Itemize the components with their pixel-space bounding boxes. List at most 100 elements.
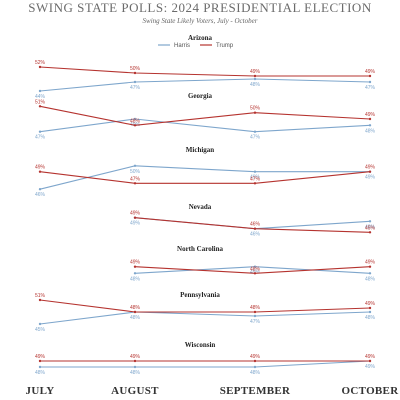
x-tick-september: SEPTEMBER [220, 385, 291, 397]
series-line-pennsylvania-trump [39, 299, 371, 313]
data-label-pennsylvania-trump-september: 48% [250, 305, 261, 311]
data-label-georgia-trump-july: 51% [35, 99, 46, 105]
point-wisconsin-trump-july [38, 359, 42, 363]
data-label-arizona-harris-july: 44% [35, 94, 46, 100]
data-label-nevada-trump-october: 45% [365, 225, 376, 231]
panel-nevada: Nevada 49% 46% 48% 49% 46% 45% [130, 203, 376, 238]
x-tick-july: JULY [26, 385, 55, 397]
data-label-michigan-harris-october: 49% [365, 175, 376, 181]
data-label-arizona-trump-october: 49% [365, 69, 376, 75]
data-label-wisconsin-harris-august: 48% [130, 370, 141, 376]
panel-title-nevada: Nevada [189, 203, 212, 211]
data-label-north-carolina-harris-august: 48% [130, 276, 141, 282]
data-label-michigan-harris-august: 50% [130, 169, 141, 175]
point-arizona-harris-september [253, 77, 257, 81]
point-wisconsin-trump-october [368, 359, 372, 363]
data-label-arizona-harris-september: 48% [250, 82, 261, 88]
panel-title-wisconsin: Wisconsin [185, 341, 216, 349]
point-nevada-harris-october [368, 220, 372, 223]
data-label-wisconsin-trump-september: 49% [250, 354, 261, 360]
point-wisconsin-harris-july [38, 365, 42, 369]
legend-label-harris: Harris [174, 43, 190, 49]
data-label-wisconsin-harris-july: 48% [35, 370, 46, 376]
panel-title-georgia: Georgia [188, 92, 213, 100]
panel-title-arizona: Arizona [188, 34, 213, 42]
point-arizona-harris-october [368, 80, 372, 84]
point-georgia-harris-july [38, 130, 42, 133]
data-label-pennsylvania-trump-august: 48% [130, 305, 141, 311]
point-north-carolina-harris-october [368, 272, 372, 275]
data-label-pennsylvania-trump-july: 51% [35, 293, 46, 299]
data-label-michigan-trump-october: 49% [365, 165, 376, 171]
data-label-wisconsin-harris-october: 49% [365, 364, 376, 370]
data-label-nevada-trump-august: 49% [130, 211, 141, 217]
point-pennsylvania-trump-october [368, 306, 372, 310]
data-label-north-carolina-trump-august: 49% [130, 260, 141, 266]
point-wisconsin-trump-august [133, 359, 137, 363]
point-michigan-trump-september [253, 182, 257, 185]
point-pennsylvania-trump-september [253, 310, 257, 314]
data-label-wisconsin-trump-october: 49% [365, 354, 376, 360]
data-label-georgia-harris-october: 48% [365, 128, 376, 134]
data-label-wisconsin-harris-september: 48% [250, 370, 261, 376]
data-label-georgia-trump-august: 48% [130, 118, 141, 124]
point-michigan-trump-october [368, 170, 372, 173]
series-line-georgia-harris [39, 118, 371, 133]
point-arizona-trump-september [253, 74, 257, 78]
data-label-georgia-harris-july: 47% [35, 135, 46, 141]
point-arizona-trump-october [368, 74, 372, 78]
data-label-nevada-harris-september: 46% [250, 232, 261, 238]
data-label-michigan-harris-september: 49% [250, 175, 261, 181]
panel-pennsylvania: Pennsylvania 45% 48% 47% 48% 51% 48% 48% 49% [35, 291, 376, 333]
data-label-pennsylvania-harris-september: 47% [250, 319, 261, 325]
point-pennsylvania-trump-august [133, 310, 137, 314]
point-north-carolina-harris-august [133, 272, 137, 275]
point-north-carolina-trump-august [133, 265, 137, 268]
point-arizona-harris-august [133, 80, 137, 84]
point-georgia-harris-september [253, 130, 257, 133]
data-label-arizona-harris-august: 47% [130, 85, 141, 91]
point-georgia-trump-july [38, 105, 42, 108]
point-arizona-trump-july [38, 65, 42, 69]
point-nevada-trump-august [133, 216, 137, 219]
point-pennsylvania-harris-october [368, 310, 372, 314]
data-label-nevada-harris-october: 48% [365, 224, 376, 230]
point-arizona-trump-august [133, 71, 137, 75]
data-label-nevada-harris-august: 49% [130, 221, 141, 227]
point-wisconsin-harris-august [133, 365, 137, 369]
point-michigan-harris-july [38, 188, 42, 191]
point-pennsylvania-trump-july [38, 298, 42, 302]
data-label-arizona-trump-august: 50% [130, 66, 141, 72]
chart-title: SWING STATE POLLS: 2024 PRESIDENTIAL ELE… [28, 0, 372, 15]
data-label-pennsylvania-harris-october: 48% [365, 315, 376, 321]
data-label-pennsylvania-harris-july: 45% [35, 327, 46, 333]
series-line-pennsylvania-harris [39, 311, 371, 325]
point-nevada-trump-september [253, 227, 257, 230]
panels-group: Arizona 44% 47% 48% 47% 52% 50% 49% 49% Georgia 47… [35, 34, 376, 376]
x-tick-october: OCTOBER [342, 385, 400, 397]
panel-title-pennsylvania: Pennsylvania [180, 291, 220, 299]
panel-wisconsin: Wisconsin 48% 48% 48% 49% 49% 49% 49% 49% [35, 341, 376, 376]
data-label-north-carolina-trump-october: 49% [365, 260, 376, 266]
point-north-carolina-trump-september [253, 272, 257, 275]
point-michigan-trump-august [133, 182, 137, 185]
data-label-north-carolina-harris-october: 48% [365, 276, 376, 282]
data-label-wisconsin-trump-august: 49% [130, 354, 141, 360]
series-line-arizona-trump [39, 66, 370, 77]
point-arizona-harris-july [38, 89, 42, 93]
series-line-wisconsin-harris [40, 360, 371, 368]
data-label-pennsylvania-harris-august: 48% [130, 315, 141, 321]
point-north-carolina-harris-september [253, 265, 257, 268]
point-north-carolina-trump-october [368, 265, 372, 268]
data-label-georgia-trump-september: 50% [250, 106, 261, 112]
panel-arizona: Arizona 44% 47% 48% 47% 52% 50% 49% 49% [35, 34, 376, 100]
point-georgia-trump-august [133, 124, 137, 127]
point-georgia-trump-september [253, 111, 257, 114]
chart-subtitle: Swing State Likely Voters, July - Octobe… [142, 17, 258, 25]
point-michigan-harris-september [253, 170, 257, 173]
data-label-pennsylvania-trump-october: 49% [365, 301, 376, 307]
